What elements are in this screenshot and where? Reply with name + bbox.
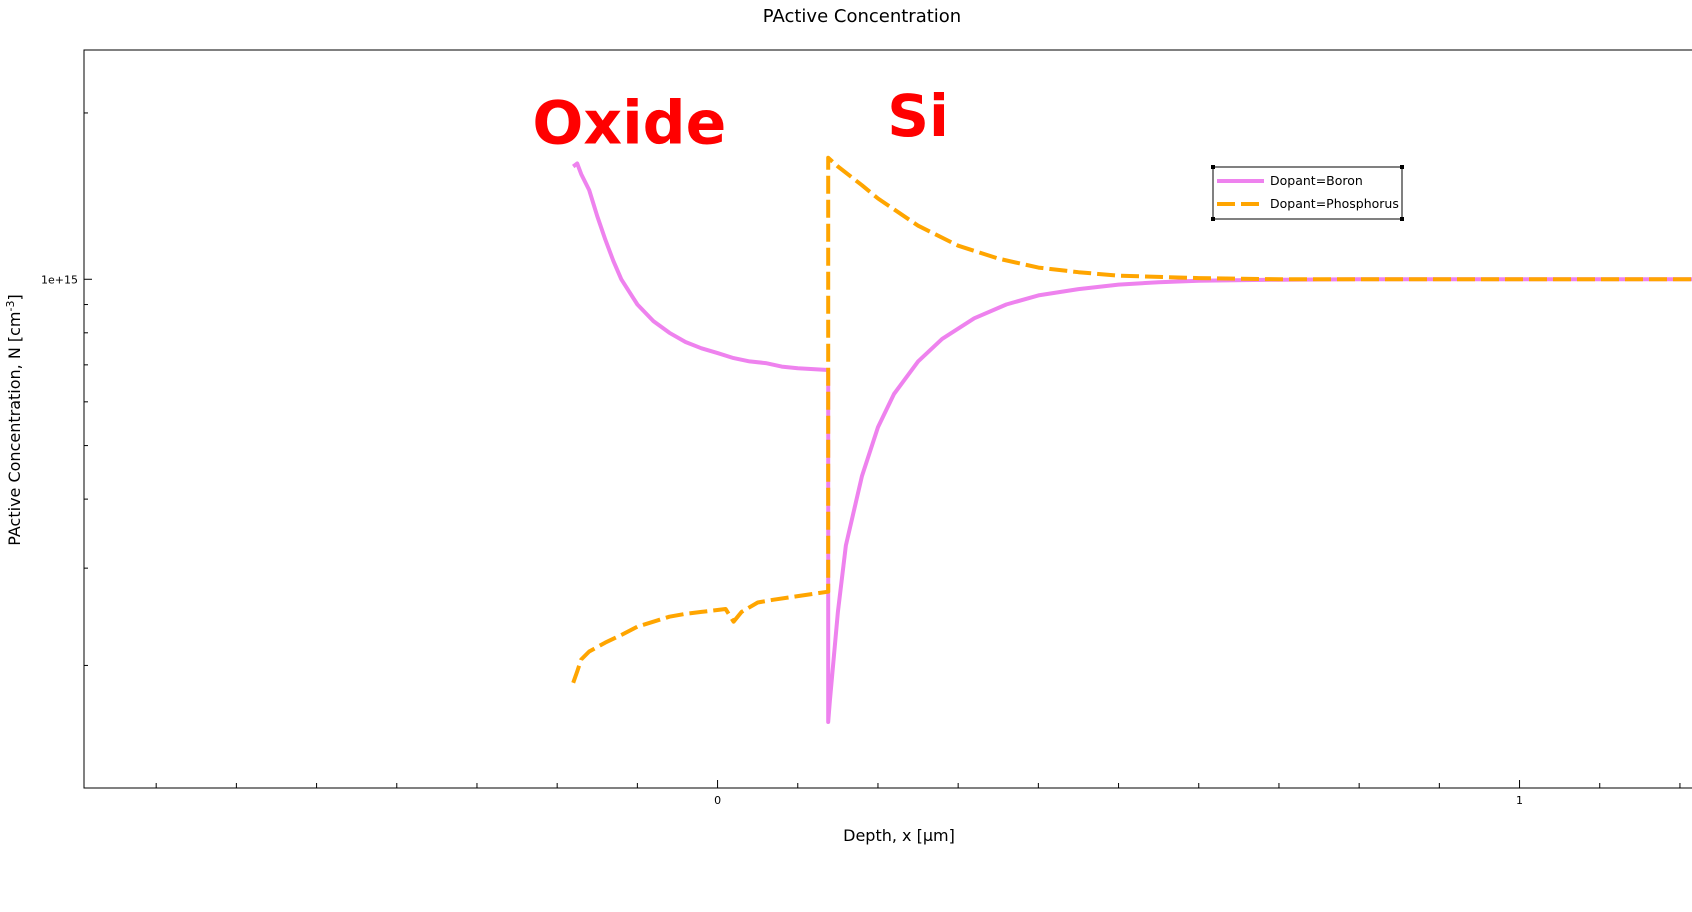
legend-label-phosphorus: Dopant=Phosphorus xyxy=(1270,196,1399,211)
plot-frame xyxy=(83,49,1692,789)
legend: Dopant=Boron Dopant=Phosphorus xyxy=(1211,165,1404,221)
chart-title: PActive Concentration xyxy=(763,6,961,27)
y-tick-label: 1e+15 xyxy=(41,273,78,286)
legend-label-boron: Dopant=Boron xyxy=(1270,173,1363,188)
annotation-si: Si xyxy=(887,82,949,150)
legend-handle xyxy=(1400,217,1404,221)
legend-box xyxy=(1212,166,1403,220)
y-axis-label-superscript: -3 xyxy=(4,301,17,312)
x-tick-label: 1 xyxy=(1516,794,1523,807)
x-tick-label: 0 xyxy=(714,794,721,807)
legend-handle xyxy=(1211,165,1215,169)
x-axis-label: Depth, x [μm] xyxy=(843,826,955,845)
y-axis-label-main: PActive Concentration, N [cm xyxy=(5,311,24,545)
series-line-boron xyxy=(572,161,1692,724)
series-line-phosphorus xyxy=(571,155,1692,684)
series-layer xyxy=(571,155,1692,724)
annotation-oxide: Oxide xyxy=(532,88,726,158)
legend-handle xyxy=(1400,165,1404,169)
legend-handle xyxy=(1211,217,1215,221)
axis-ticks: 0 1 1e+15 xyxy=(41,112,1681,807)
y-axis-label-close: ] xyxy=(5,294,24,300)
plot-area: 0 1 1e+15 xyxy=(41,49,1692,807)
y-axis-label: PActive Concentration, N [cm-3] xyxy=(4,294,24,545)
